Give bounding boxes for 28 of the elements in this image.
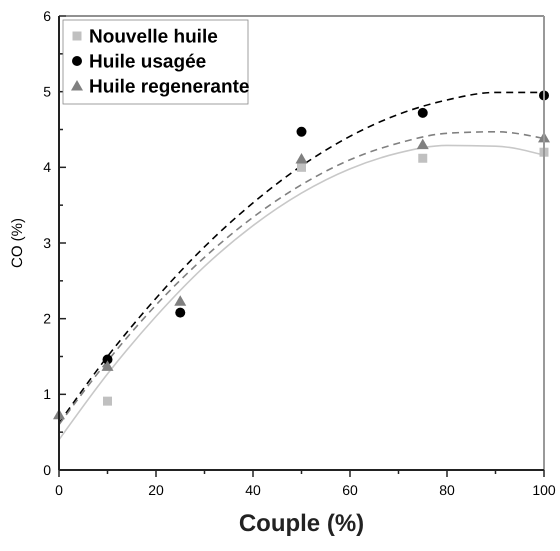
point (175, 308, 186, 318)
y-tick-label: 3 (43, 234, 52, 251)
point (416, 138, 429, 150)
x-tick-label: 20 (148, 482, 164, 498)
point (103, 396, 112, 406)
x-tick-label: 60 (342, 482, 358, 498)
point (418, 108, 428, 118)
legend-label: Huile regenerante (89, 76, 250, 98)
point (296, 126, 306, 137)
legend-label: Nouvelle huile (89, 26, 218, 48)
legend-label: Huile usagée (89, 52, 206, 73)
x-tick-label: 0 (55, 482, 64, 498)
y-tick-label: 4 (43, 159, 52, 176)
y-tick-label: 1 (43, 386, 52, 402)
point (297, 162, 306, 172)
point (174, 295, 186, 306)
x-tick-label: 100 (532, 482, 556, 498)
x-tick-label: 80 (439, 482, 455, 498)
point (418, 154, 428, 163)
y-tick-label: 6 (43, 8, 52, 24)
x-tick-label: 40 (245, 482, 261, 498)
y-axis-title: CO (%) (9, 218, 26, 268)
y-tick-label: 0 (43, 462, 52, 478)
point (296, 153, 308, 164)
y-tick-label: 5 (43, 84, 52, 100)
y-tick-label: 2 (43, 310, 52, 327)
point (102, 360, 114, 371)
x-axis-title: Couple (%) (238, 510, 364, 537)
